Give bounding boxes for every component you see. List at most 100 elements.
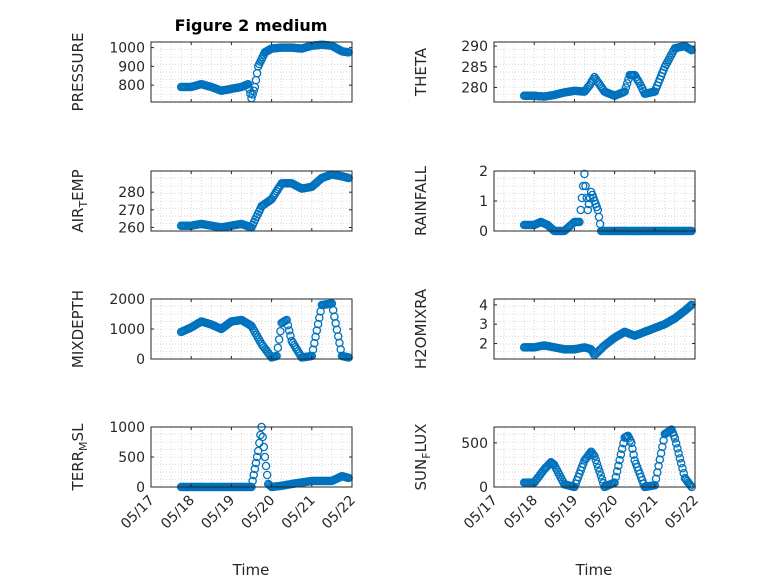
- y-axis-label: RAINFALL: [412, 165, 430, 236]
- axes-box: [493, 41, 696, 103]
- data-point: [629, 450, 638, 459]
- subplot-terr-msl: 05/17 05/18 05/19 05/20 05/21 05/22 1000 500 0 TE…: [69, 420, 359, 532]
- subplot-mixdepth: 2000 1000 0 MIXDEPTH: [69, 290, 353, 368]
- y-tick-label: 0: [479, 480, 488, 496]
- data-point: [583, 205, 593, 215]
- y-tick-label: 500: [118, 450, 145, 466]
- data-point: [253, 446, 263, 456]
- y-tick-label: 2: [479, 337, 488, 353]
- data-point: [615, 455, 624, 465]
- data-point: [283, 320, 293, 330]
- data-point: [622, 79, 632, 88]
- y-tick-label: 0: [479, 224, 488, 240]
- data-point: [591, 455, 601, 465]
- series-markers: [176, 299, 353, 362]
- x-axis-label-right: Time: [575, 561, 613, 579]
- data-point: [292, 344, 301, 354]
- data-point: [621, 83, 631, 92]
- data-point: [313, 319, 323, 329]
- data-point: [311, 332, 320, 342]
- data-point: [577, 193, 587, 203]
- series-markers: [519, 41, 696, 101]
- x-tick-label: 05/20: [239, 493, 279, 533]
- data-point: [627, 438, 636, 448]
- axes-box: [150, 170, 353, 232]
- data-point: [671, 439, 681, 448]
- y-axis-label: SUNFLUX: [412, 424, 433, 491]
- data-point: [597, 475, 607, 484]
- y-axis-label: TERRMSL: [69, 423, 90, 492]
- data-point: [312, 326, 322, 335]
- data-point: [595, 467, 604, 476]
- y-tick-label: 1000: [109, 41, 145, 57]
- y-tick-label: 800: [118, 78, 145, 94]
- data-point: [674, 449, 683, 458]
- x-tick-label: 05/18: [158, 493, 198, 533]
- y-axis-label: PRESSURE: [69, 33, 87, 112]
- y-tick-label: 2: [479, 164, 488, 180]
- data-point: [289, 340, 299, 350]
- data-point: [288, 338, 298, 348]
- data-point: [676, 459, 686, 468]
- data-point: [310, 338, 319, 348]
- data-point: [248, 90, 257, 99]
- x-tick-label: 05/22: [319, 493, 359, 533]
- y-tick-label: 290: [461, 39, 488, 55]
- y-tick-label: 0: [136, 352, 145, 368]
- data-point: [262, 470, 272, 480]
- data-point: [258, 432, 267, 442]
- grid: [151, 427, 352, 487]
- data-point: [248, 476, 257, 486]
- series-markers: [519, 425, 696, 492]
- axes-box: [493, 298, 696, 360]
- y-tick-label: 1: [479, 194, 488, 210]
- data-point: [260, 452, 270, 462]
- x-tick-label: 05/21: [279, 493, 319, 533]
- data-point: [261, 461, 271, 471]
- x-tick-label: 05/22: [662, 493, 702, 533]
- subplot-pressure: 1000 900 800 PRESSURE: [69, 33, 353, 112]
- data-point: [670, 434, 680, 443]
- data-point: [617, 444, 627, 454]
- x-tick-label: 05/21: [622, 493, 662, 533]
- subplot-h2omixra: 4 3 2 H2OMIXRA: [412, 288, 696, 369]
- y-axis-label: H2OMIXRA: [412, 288, 430, 369]
- y-tick-label: 260: [118, 220, 145, 236]
- data-point: [678, 463, 687, 473]
- y-tick-label: 1000: [109, 420, 145, 436]
- axes-box: [150, 41, 353, 103]
- figure-title: Figure 2 medium: [175, 16, 328, 35]
- data-point: [250, 464, 260, 474]
- data-point: [293, 347, 303, 356]
- data-point: [284, 326, 294, 335]
- data-point: [251, 458, 261, 468]
- y-axis-label: THETA: [412, 47, 430, 97]
- data-point: [578, 181, 588, 191]
- series-markers: [176, 40, 353, 103]
- data-point: [675, 454, 685, 463]
- data-point: [581, 181, 590, 191]
- data-point: [628, 444, 637, 454]
- y-tick-label: 1000: [109, 322, 145, 338]
- data-point: [282, 315, 291, 325]
- series-markers: [519, 300, 696, 360]
- data-point: [308, 345, 318, 354]
- x-axis-label-left: Time: [232, 561, 270, 579]
- data-point: [580, 169, 589, 179]
- data-point: [291, 342, 300, 352]
- data-point: [616, 450, 626, 459]
- data-point: [592, 459, 602, 469]
- data-point: [286, 331, 295, 340]
- y-tick-label: 4: [479, 298, 488, 314]
- data-point: [686, 481, 695, 490]
- x-tick-label: 05/18: [501, 493, 541, 533]
- data-point: [259, 442, 269, 452]
- data-point: [612, 467, 622, 476]
- x-tick-label: 05/19: [198, 493, 238, 533]
- data-point: [611, 472, 621, 482]
- y-tick-label: 0: [136, 480, 145, 496]
- y-tick-label: 285: [461, 60, 488, 76]
- x-tick-label: 05/17: [461, 493, 501, 533]
- y-tick-label: 900: [118, 59, 145, 75]
